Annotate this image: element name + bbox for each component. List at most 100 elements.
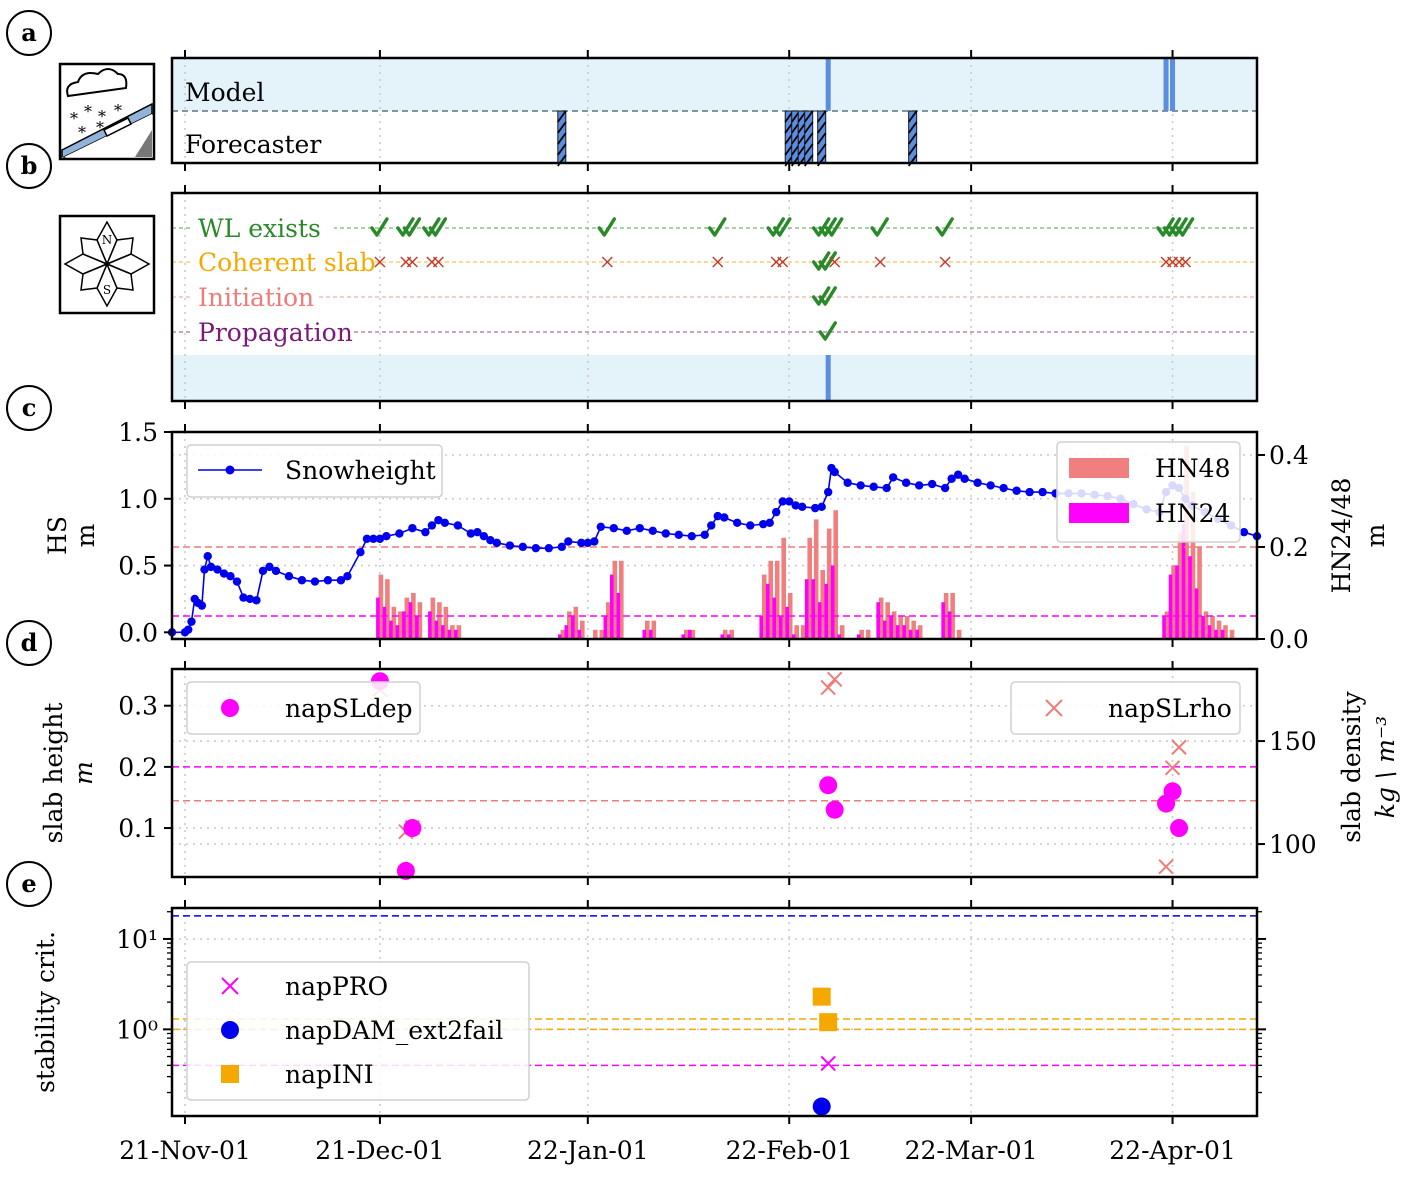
hn24-bar <box>558 634 562 639</box>
hn24-bar <box>681 634 686 639</box>
svg-text:*: * <box>96 118 104 137</box>
row-label: Coherent slab <box>198 248 376 277</box>
snowheight-point <box>336 576 346 585</box>
event-vline <box>825 355 831 401</box>
hn24-bar <box>454 629 458 639</box>
hn24-bar <box>1175 565 1179 639</box>
snowheight-point <box>1025 487 1034 497</box>
hn48-bar <box>917 625 923 639</box>
forecaster-hatch <box>907 110 918 123</box>
snowheight-point <box>440 518 450 528</box>
cross-mark <box>432 256 444 268</box>
panel-a-model-forecaster: Model Forecaster <box>170 50 1259 171</box>
legend-marker <box>225 465 235 475</box>
hn48-bar <box>761 574 767 639</box>
snowheight-point <box>661 529 670 538</box>
hn48-bar <box>794 625 800 639</box>
snowheight-point <box>635 523 644 533</box>
cross-mark <box>820 1055 836 1072</box>
y-axis-unit: m <box>71 523 100 547</box>
snowheight-point <box>1012 486 1021 495</box>
snowheight-point <box>197 601 207 610</box>
forecaster-hatch <box>907 143 918 156</box>
check-mark <box>1175 217 1195 237</box>
model-band <box>172 58 1257 111</box>
hn48-bar <box>411 593 416 639</box>
hn48-bar <box>781 537 787 639</box>
x-tick-label: 21-Dec-01 <box>315 1136 444 1165</box>
snowheight-point <box>434 515 443 525</box>
snowheight-point <box>590 537 599 546</box>
hn48-bar <box>391 606 397 639</box>
hn48-bar <box>450 625 455 639</box>
cross-mark <box>939 256 951 268</box>
compass-rose-icon: N S <box>58 214 156 315</box>
snowheight-point <box>778 497 787 506</box>
svg-text:e: e <box>21 869 36 898</box>
napINI-point <box>812 987 831 1006</box>
snowheight-point <box>830 467 839 477</box>
cross-mark <box>777 256 789 268</box>
hn24-bar <box>889 616 893 639</box>
snowheight-point <box>583 538 593 548</box>
hn48-bar <box>417 602 423 639</box>
hn48-bar <box>644 620 650 639</box>
cross-mark <box>1171 739 1187 755</box>
forecaster-hatch <box>557 110 567 123</box>
y-axis-label: HS <box>43 516 72 555</box>
hn48-bar <box>1177 533 1183 639</box>
hn24-bar <box>759 616 764 639</box>
row-label-bg <box>192 246 372 278</box>
check-mark <box>707 217 727 237</box>
snowheight-point <box>505 541 515 550</box>
hn48-bar <box>885 602 890 639</box>
hn24-bar <box>785 606 790 639</box>
snowheight-point <box>375 534 385 544</box>
napSLdep-point <box>1163 782 1182 801</box>
legend-box <box>186 681 421 735</box>
snowheight-point <box>707 521 716 530</box>
snowheight-point <box>772 507 781 517</box>
panel-c-snowheight-chart: 0.00.51.01.50.00.20.4HS m HN24/48 mSnowheig… <box>43 418 1390 654</box>
y-axis-label-right: slab density <box>1337 690 1366 842</box>
hn24-bar <box>1194 588 1199 639</box>
panel-letter-e: e <box>6 861 52 907</box>
hn48-bar <box>573 606 579 639</box>
napSLdep-point <box>819 776 838 795</box>
y-tick-label: 1.5 <box>118 418 158 447</box>
napSLdep-point <box>396 861 415 880</box>
svg-text:d: d <box>21 628 38 657</box>
forecaster-hatch <box>907 132 918 145</box>
hn48-bar <box>1171 565 1176 639</box>
cross-mark <box>374 256 386 268</box>
hn24-bar <box>1220 629 1225 639</box>
hn24-bar <box>1201 616 1205 639</box>
row-label: WL exists <box>198 214 321 243</box>
hn24-bar <box>609 574 614 639</box>
hn24-bar <box>817 602 822 639</box>
snowheight-point <box>648 526 657 536</box>
snowheight-point <box>343 572 352 581</box>
hn24-bar <box>765 583 770 639</box>
x-tick-label: 22-Apr-01 <box>1109 1136 1236 1165</box>
snowheight-point <box>395 529 404 538</box>
cross-mark <box>1158 858 1174 875</box>
y-tick-label: 1.0 <box>118 485 158 514</box>
legend-label: napPRO <box>285 972 388 1001</box>
row-label-bg <box>192 212 334 244</box>
y-axis-unit: m <box>69 761 98 785</box>
hn48-bar <box>618 560 624 639</box>
x-tick-label: 22-Feb-01 <box>726 1136 853 1165</box>
hn48-bar <box>1223 625 1228 639</box>
snowheight-point <box>187 617 196 626</box>
snowheight-point <box>927 479 937 489</box>
snowheight-point <box>960 474 969 483</box>
hn48-bar <box>1229 629 1235 639</box>
hn48-bar <box>956 629 962 639</box>
snowheight-point <box>284 572 294 581</box>
y-tick-label-right: 0.0 <box>1269 625 1309 654</box>
snowheight-point <box>362 534 372 544</box>
napSLdep-point <box>403 819 422 838</box>
check-mark <box>597 217 617 237</box>
napSLdep-point <box>825 800 844 819</box>
